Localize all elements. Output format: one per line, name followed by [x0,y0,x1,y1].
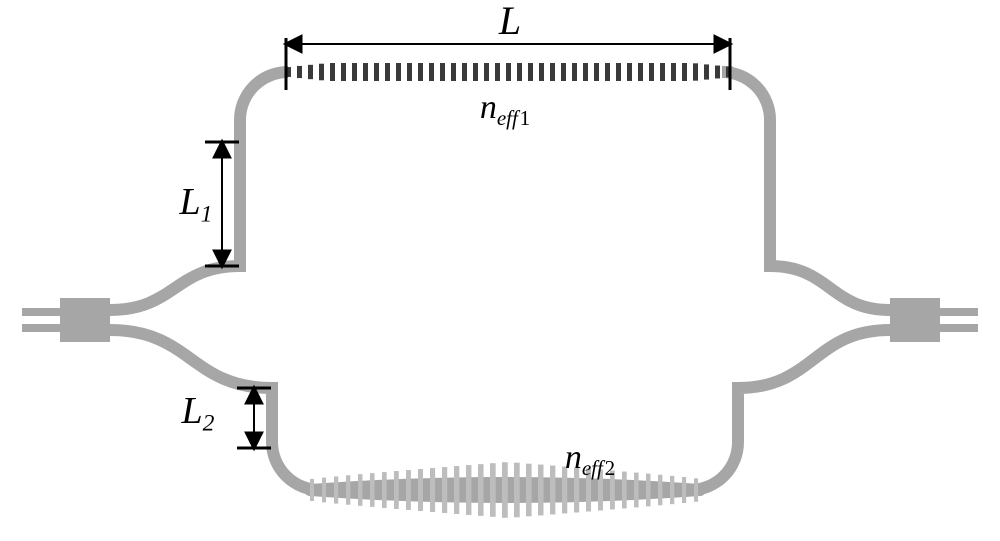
label-L: L [498,0,521,43]
coupler-rect [890,298,940,342]
top-grating [286,63,731,81]
coupler-rect [60,298,110,342]
